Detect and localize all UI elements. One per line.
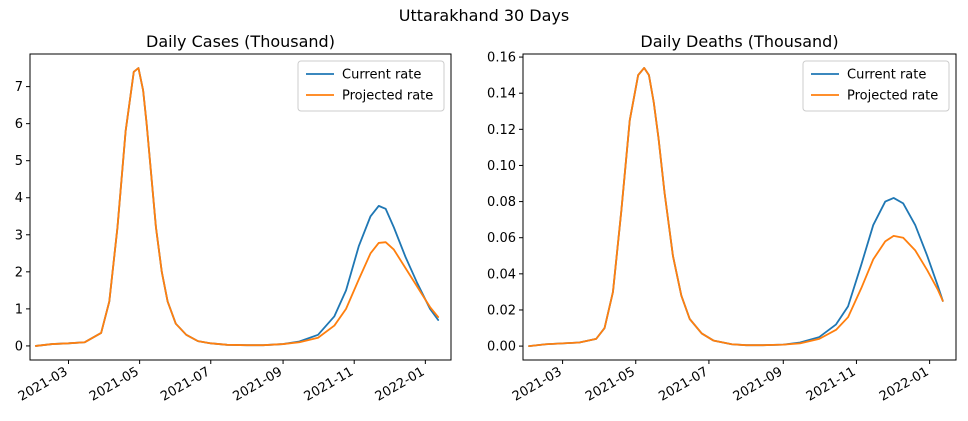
x-tick-label: 2021-11 — [804, 364, 859, 404]
subplot-1: Daily Cases (Thousand) 0 1 2 3 4 5 6 7 2021-03 202… — [15, 32, 452, 405]
y-tick-label: 2 — [15, 265, 23, 280]
x-tick-label: 2022-01 — [877, 364, 932, 404]
y-tick-label: 0.16 — [487, 51, 516, 66]
y-tick-label: 0.12 — [487, 123, 516, 138]
legend-label: Current rate — [342, 68, 421, 83]
y-tick-label: 1 — [15, 302, 23, 317]
y-tick-label: 0.14 — [487, 87, 516, 102]
y-tick-label: 0.02 — [487, 303, 516, 318]
subplot-2: Daily Deaths (Thousand) 0.00 0.02 0.04 0.06 0… — [487, 32, 957, 405]
x-tick-label: 2021-07 — [158, 364, 213, 404]
x-tick-label: 2021-09 — [731, 364, 786, 404]
series-line-projected-rate — [528, 67, 944, 347]
x-tick-label: 2021-09 — [231, 364, 286, 404]
y-tick-label: 0.08 — [487, 195, 516, 210]
y-tick-label: 0 — [15, 339, 23, 354]
y-tick-label: 0.10 — [487, 159, 516, 174]
x-tick-label: 2021-11 — [302, 364, 357, 404]
subplot-title: Daily Cases (Thousand) — [146, 32, 335, 51]
x-tick-label: 2021-03 — [510, 364, 565, 404]
legend-box — [297, 60, 445, 112]
y-tick-label: 4 — [15, 191, 23, 206]
y-tick-label: 7 — [15, 80, 23, 95]
x-tick-label: 2021-03 — [16, 364, 71, 404]
x-tick-label: 2021-05 — [583, 364, 638, 404]
series-line-projected-rate — [34, 67, 440, 347]
subplot-title: Daily Deaths (Thousand) — [640, 32, 838, 51]
x-tick-label: 2021-05 — [87, 364, 142, 404]
figure-suptitle: Uttarakhand 30 Days — [398, 6, 570, 25]
legend-label: Projected rate — [847, 89, 938, 104]
axes-frame — [522, 53, 957, 361]
x-tick-label: 2021-07 — [656, 364, 711, 404]
y-tick-label: 6 — [15, 117, 23, 132]
legend-label: Current rate — [847, 68, 926, 83]
legend: Current rate Projected rate — [297, 60, 445, 112]
y-tick-label: 0.04 — [487, 267, 516, 282]
legend: Current rate Projected rate — [802, 60, 950, 112]
y-tick-label: 5 — [15, 154, 23, 169]
y-tick-label: 3 — [15, 228, 23, 243]
y-tick-label: 0.06 — [487, 231, 516, 246]
legend-label: Projected rate — [342, 89, 433, 104]
y-tick-label: 0.00 — [487, 340, 516, 355]
axes-frame — [29, 53, 452, 361]
x-tick-label: 2022-01 — [373, 364, 428, 404]
legend-box — [802, 60, 950, 112]
